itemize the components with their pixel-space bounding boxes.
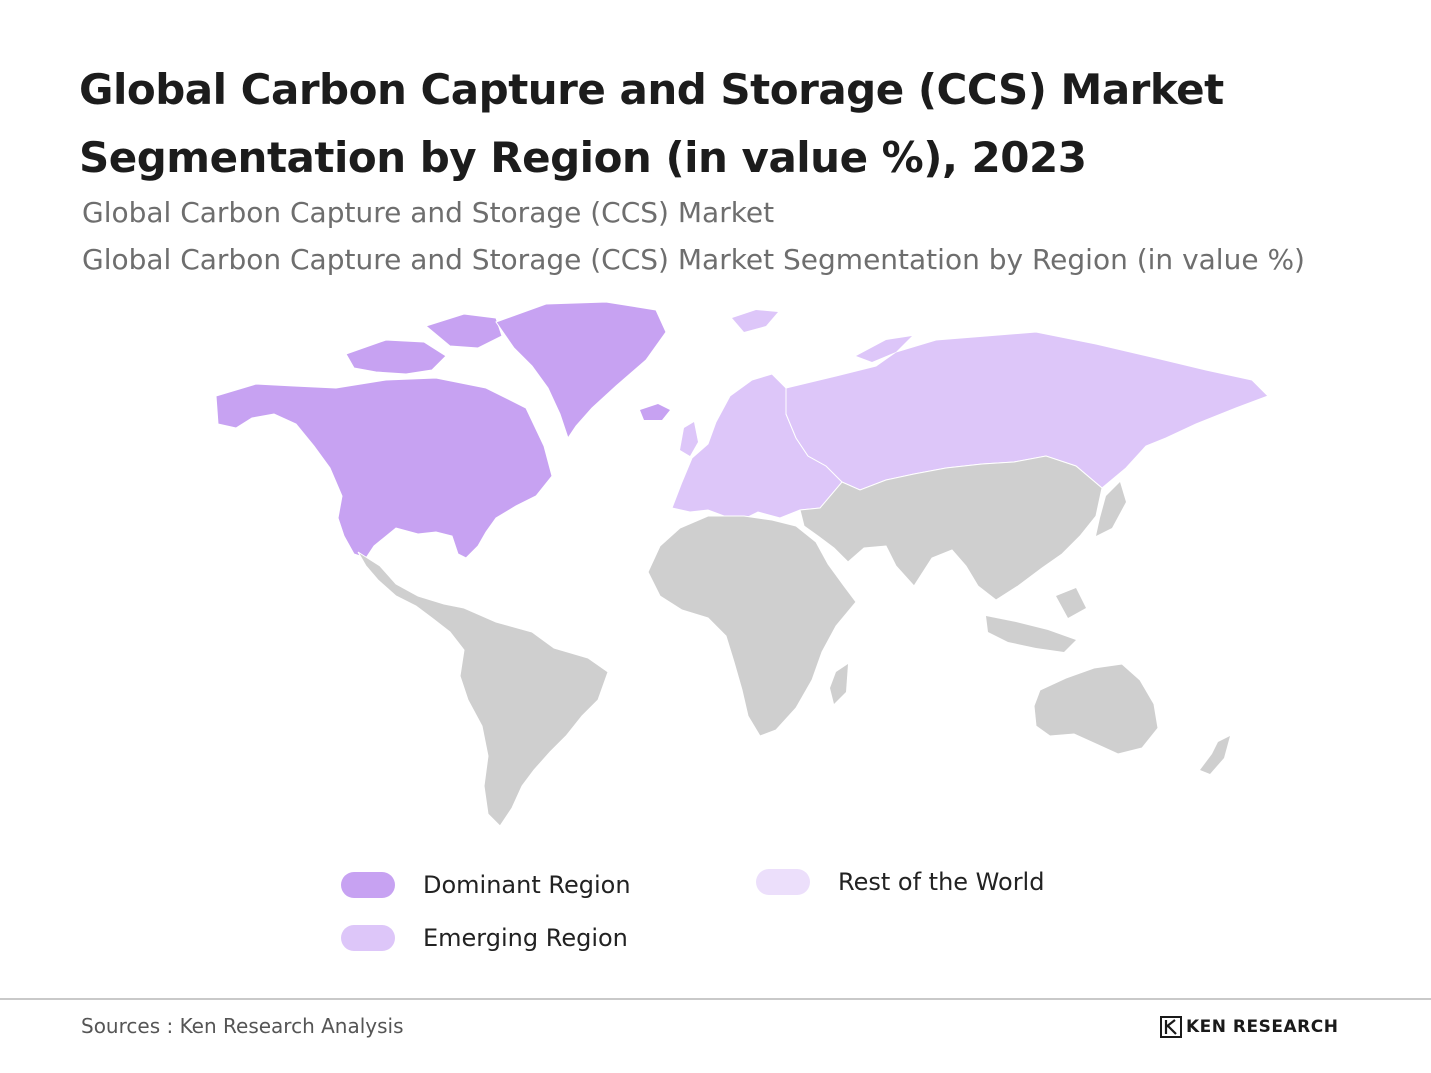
- legend-item-emerging: Emerging Region: [341, 923, 628, 953]
- region-svalbard: [732, 310, 778, 332]
- region-japan: [1096, 482, 1126, 536]
- region-australia: [1033, 663, 1159, 755]
- region-north-america: [215, 377, 553, 559]
- subtitle-line-1: Global Carbon Capture and Storage (CCS) …: [82, 196, 775, 229]
- region-latin-america: [357, 551, 609, 827]
- legend-swatch-rest: [756, 869, 810, 895]
- ken-research-logo-text: KEN RESEARCH: [1186, 1017, 1339, 1037]
- region-africa: [647, 515, 857, 737]
- legend-label-rest: Rest of the World: [838, 868, 1045, 896]
- world-map: [215, 301, 1269, 827]
- subtitle-line-2: Global Carbon Capture and Storage (CCS) …: [82, 243, 1305, 276]
- legend-swatch-emerging: [341, 925, 395, 951]
- legend-item-dominant: Dominant Region: [341, 870, 631, 900]
- footer-divider: [0, 998, 1431, 1000]
- legend-item-rest: Rest of the World: [756, 867, 1044, 897]
- chart-title: Global Carbon Capture and Storage (CCS) …: [79, 65, 1224, 182]
- region-new-zealand: [1200, 736, 1230, 774]
- ken-research-logo-icon: [1160, 1016, 1182, 1038]
- ken-research-logo: KEN RESEARCH: [1160, 1016, 1338, 1038]
- region-southeast-asia: [986, 588, 1086, 652]
- legend-label-emerging: Emerging Region: [423, 924, 628, 952]
- region-uk: [680, 422, 698, 456]
- legend-label-dominant: Dominant Region: [423, 871, 631, 899]
- region-canada-islands: [345, 313, 503, 375]
- source-note: Sources : Ken Research Analysis: [81, 1014, 404, 1038]
- region-greenland: [495, 301, 667, 440]
- region-novaya-zemlya: [856, 336, 912, 362]
- legend-swatch-dominant: [341, 872, 395, 898]
- region-asia: [799, 455, 1103, 601]
- region-iceland: [640, 404, 670, 420]
- region-madagascar: [830, 664, 848, 704]
